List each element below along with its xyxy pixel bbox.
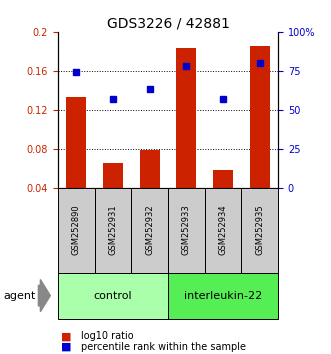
Text: percentile rank within the sample: percentile rank within the sample — [81, 342, 246, 352]
Bar — [250, 46, 270, 188]
Bar — [103, 163, 123, 188]
Text: ■: ■ — [61, 331, 72, 341]
Bar — [58, 273, 168, 319]
Bar — [205, 188, 241, 273]
Bar — [241, 188, 278, 273]
Text: GSM252890: GSM252890 — [72, 205, 81, 256]
Bar — [95, 188, 131, 273]
Text: control: control — [94, 291, 132, 301]
Title: GDS3226 / 42881: GDS3226 / 42881 — [107, 17, 229, 31]
Text: interleukin-22: interleukin-22 — [184, 291, 262, 301]
Text: log10 ratio: log10 ratio — [81, 331, 134, 341]
Text: GSM252932: GSM252932 — [145, 205, 154, 256]
Bar — [213, 170, 233, 188]
Text: GSM252931: GSM252931 — [109, 205, 118, 256]
Text: GSM252935: GSM252935 — [255, 205, 264, 256]
Bar — [176, 48, 196, 188]
Bar — [168, 273, 278, 319]
FancyArrow shape — [38, 280, 50, 312]
Bar — [140, 150, 160, 188]
Text: agent: agent — [3, 291, 36, 301]
Text: GSM252934: GSM252934 — [218, 205, 227, 256]
Bar — [168, 188, 205, 273]
Text: GSM252933: GSM252933 — [182, 205, 191, 256]
Bar — [66, 97, 86, 188]
Bar — [131, 188, 168, 273]
Text: ■: ■ — [61, 342, 72, 352]
Bar — [58, 188, 95, 273]
